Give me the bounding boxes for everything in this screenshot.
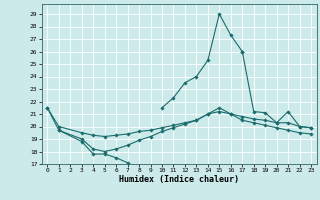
- X-axis label: Humidex (Indice chaleur): Humidex (Indice chaleur): [119, 175, 239, 184]
